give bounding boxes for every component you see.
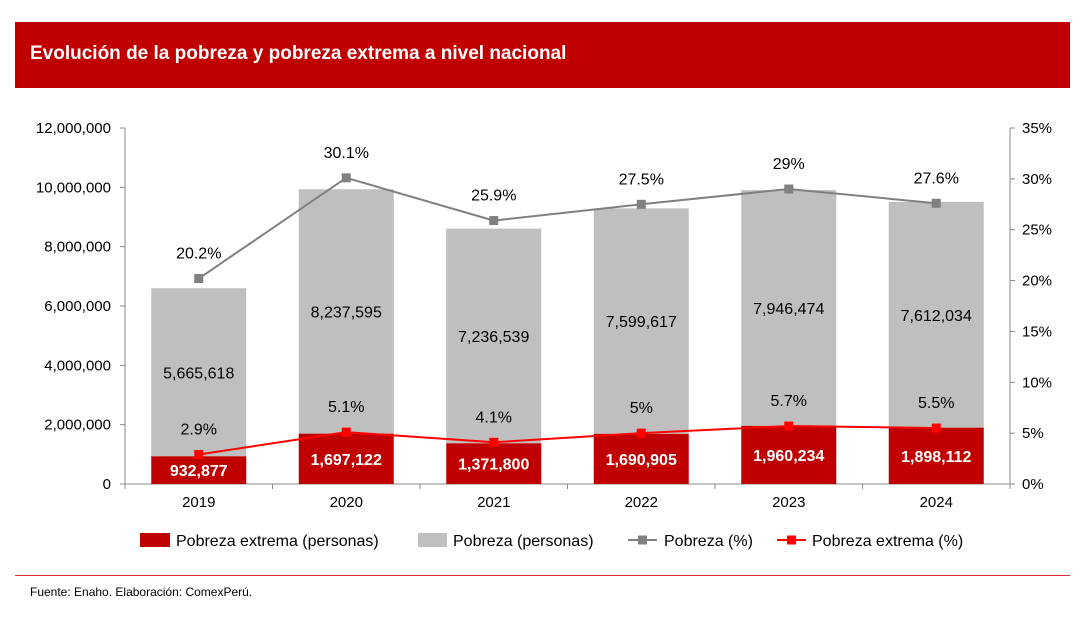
poverty-pct-marker (784, 184, 794, 194)
extreme-pct-label: 5.1% (328, 399, 364, 416)
extreme-poverty-bar (593, 433, 689, 484)
x-tick-label: 2019 (182, 494, 215, 511)
x-tick-label: 2024 (920, 494, 953, 511)
extreme-pct-marker (931, 423, 941, 433)
legend-extreme-bar-label: Pobreza extrema (personas) (176, 533, 379, 550)
legend-extreme-marker (787, 535, 796, 545)
poverty-bar (888, 201, 984, 428)
x-tick-label: 2020 (330, 494, 363, 511)
left-tick-label: 10,000,000 (36, 179, 111, 196)
poverty-pct-label: 30.1% (324, 145, 369, 162)
extreme-bar-label: 1,898,112 (901, 449, 971, 466)
extreme-pct-label: 2.9% (181, 422, 217, 439)
right-tick-label: 10% (1022, 374, 1052, 391)
poverty-pct-label: 27.5% (619, 171, 664, 188)
footer-divider (15, 575, 1070, 576)
extreme-poverty-bar (151, 456, 247, 484)
extreme-bar-label: 1,371,800 (458, 457, 529, 474)
poverty-pct-marker (341, 173, 351, 183)
legend-poverty-line-label: Pobreza (%) (664, 533, 753, 550)
extreme-pct-marker (341, 427, 351, 437)
poverty-pct-label: 29% (773, 156, 805, 173)
poverty-pct-marker (931, 198, 941, 208)
extreme-pct-marker (636, 428, 646, 438)
right-tick-label: 25% (1022, 222, 1052, 239)
poverty-bar (298, 189, 394, 434)
x-tick-label: 2022 (625, 494, 658, 511)
extreme-pct-label: 5% (630, 400, 653, 417)
legend-extreme-bar-swatch (140, 533, 170, 547)
title-bar: Evolución de la pobreza y pobreza extrem… (15, 22, 1070, 88)
extreme-pct-label: 5.5% (918, 395, 954, 412)
extreme-pct-marker (489, 437, 499, 447)
x-tick-label: 2023 (772, 494, 805, 511)
source-note: Fuente: Enaho. Elaboración: ComexPerú. (30, 585, 253, 599)
left-tick-label: 2,000,000 (44, 417, 111, 434)
extreme-pct-line (198, 425, 937, 456)
extreme-poverty-bar (888, 427, 984, 484)
extreme-bar-label: 1,690,905 (606, 452, 677, 469)
poverty-bar (446, 228, 542, 444)
left-tick-label: 8,000,000 (44, 239, 111, 256)
extreme-pct-marker (194, 450, 204, 460)
poverty-bar (151, 288, 247, 457)
poverty-pct-line (198, 176, 937, 280)
right-tick-label: 35% (1022, 120, 1052, 137)
right-tick-label: 15% (1022, 323, 1052, 340)
legend-poverty-bar-swatch (418, 533, 447, 547)
x-tick-label: 2021 (477, 494, 510, 511)
poverty-pct-marker (636, 199, 646, 209)
extreme-pct-label: 5.7% (771, 393, 807, 410)
right-tick-label: 5% (1022, 425, 1044, 442)
legend-poverty-marker (638, 535, 647, 545)
legend-extreme-line-label: Pobreza extrema (%) (812, 533, 963, 550)
extreme-poverty-bar (446, 443, 542, 484)
extreme-pct-marker (784, 421, 794, 431)
extreme-bar-label: 932,877 (170, 463, 228, 480)
poverty-pct-marker (489, 216, 499, 226)
poverty-pct-label: 27.6% (914, 170, 959, 187)
poverty-bar-label: 5,665,618 (163, 365, 234, 382)
extreme-bar-label: 1,960,234 (753, 448, 824, 465)
left-tick-label: 0 (103, 476, 111, 493)
poverty-pct-label: 25.9% (471, 188, 516, 205)
right-tick-label: 20% (1022, 273, 1052, 290)
right-tick-label: 30% (1022, 171, 1052, 188)
poverty-bar-label: 7,599,617 (606, 314, 677, 331)
left-tick-label: 6,000,000 (44, 298, 111, 315)
poverty-pct-label: 20.2% (176, 246, 221, 263)
extreme-pct-label: 4.1% (476, 409, 512, 426)
right-tick-label: 0% (1022, 476, 1044, 493)
poverty-bar-label: 7,946,474 (753, 301, 824, 318)
poverty-bar-label: 8,237,595 (311, 304, 382, 321)
poverty-bar-label: 7,236,539 (458, 329, 529, 346)
legend-poverty-bar-label: Pobreza (personas) (453, 533, 594, 550)
left-tick-label: 12,000,000 (36, 120, 111, 137)
extreme-poverty-bar (298, 433, 394, 484)
chart-title: Evolución de la pobreza y pobreza extrem… (30, 43, 567, 64)
left-tick-label: 4,000,000 (44, 357, 111, 374)
poverty-bar (741, 190, 837, 426)
extreme-bar-label: 1,697,122 (311, 452, 382, 469)
poverty-bar (593, 208, 689, 434)
poverty-pct-marker (194, 274, 204, 284)
extreme-poverty-bar (741, 425, 837, 484)
poverty-bar-label: 7,612,034 (901, 308, 972, 325)
